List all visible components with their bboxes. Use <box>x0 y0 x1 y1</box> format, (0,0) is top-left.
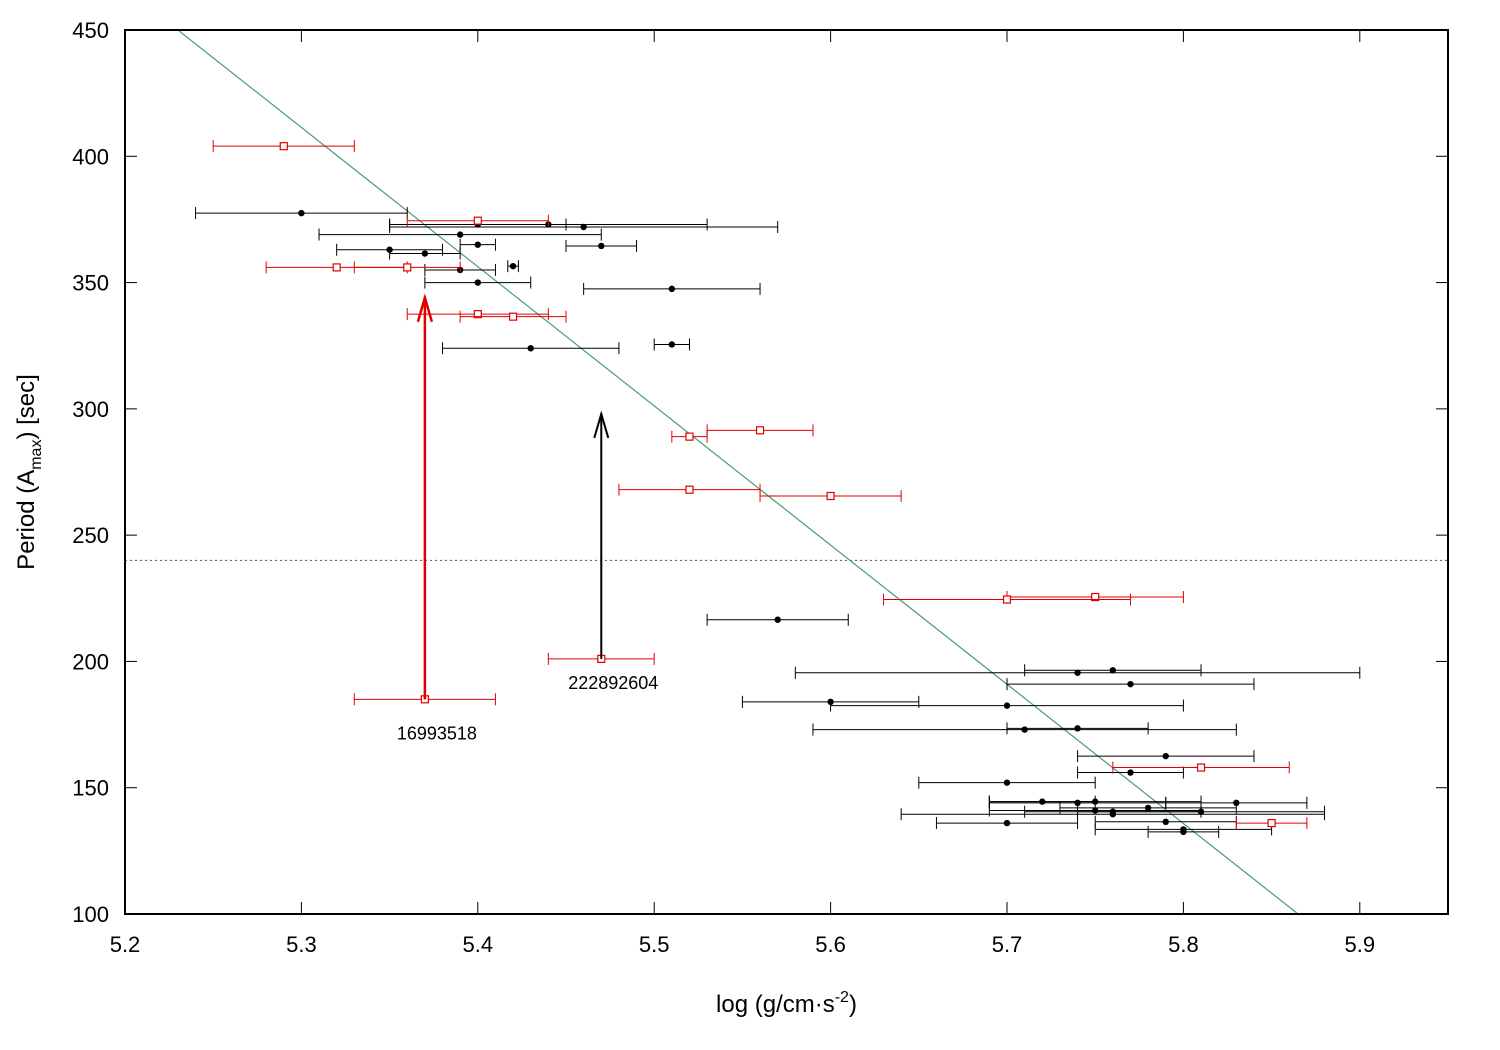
y-tick-label: 400 <box>72 144 109 169</box>
plot-frame <box>124 29 1449 915</box>
data-point <box>332 263 341 272</box>
data-point <box>1074 669 1081 676</box>
fit-line <box>177 30 1299 914</box>
y-axis-title-sub: max <box>28 440 45 470</box>
data-point <box>668 285 676 293</box>
x-tick-label: 5.6 <box>815 932 846 957</box>
arrow-head <box>593 410 610 439</box>
x-tick-label: 5.9 <box>1345 932 1376 957</box>
data-point <box>527 345 534 352</box>
x-tick-label: 5.2 <box>110 932 141 957</box>
data-point <box>1162 752 1169 760</box>
x-axis-title: log (g/cm·s-2) <box>716 989 857 1018</box>
data-point <box>508 312 518 321</box>
data-point <box>1074 725 1081 732</box>
data-point <box>1021 726 1028 733</box>
data-point <box>774 616 781 623</box>
data-point <box>279 142 288 151</box>
y-axis-title: Period (Amax) [sec] <box>13 374 45 570</box>
annotation-16993518: 16993518 <box>397 293 477 744</box>
annotation-222892604: 222892604 <box>568 410 658 693</box>
data-point <box>1127 769 1134 776</box>
data-point <box>1003 702 1011 709</box>
y-tick-label: 450 <box>72 18 109 43</box>
data-point <box>1162 818 1169 826</box>
data-point <box>403 263 412 272</box>
data-point <box>598 242 605 250</box>
x-tick-label: 5.3 <box>286 932 317 957</box>
arrow-head <box>416 293 434 323</box>
data-point <box>685 485 694 494</box>
y-tick-label: 250 <box>72 523 109 548</box>
data-point <box>474 279 481 286</box>
x-axis-title-close: ) <box>849 991 857 1018</box>
plot-layer: 16993518 222892604 <box>125 30 1448 914</box>
annotation-label: 222892604 <box>568 673 658 693</box>
data-point <box>580 223 587 231</box>
data-point <box>509 262 517 270</box>
data-point <box>1091 592 1100 602</box>
y-axis-title-main: Period (A <box>13 470 40 570</box>
data-point <box>668 341 676 348</box>
data-point <box>474 241 481 248</box>
data-point <box>1127 680 1134 688</box>
data-point <box>1002 595 1012 604</box>
y-tick-label: 200 <box>72 649 109 674</box>
y-tick-label: 350 <box>72 271 109 296</box>
y-tick-label: 300 <box>72 397 109 422</box>
data-point <box>1197 808 1205 815</box>
y-tick-label: 150 <box>72 776 109 801</box>
data-point <box>1109 667 1117 674</box>
x-axis-title-sup: -2 <box>835 989 849 1006</box>
series-black-dots <box>195 207 1361 838</box>
data-point <box>1074 799 1081 807</box>
x-tick-label: 5.8 <box>1168 932 1199 957</box>
data-point <box>1003 819 1011 827</box>
x-tick-label: 5.4 <box>463 932 494 957</box>
plot-content <box>125 30 1448 914</box>
data-point <box>1109 811 1117 818</box>
tick-layer: 5.2 5.3 5.4 5.5 5.6 5.7 5.8 5.9 100 150 200 250 300 3… <box>72 18 1448 957</box>
x-tick-label: 5.5 <box>639 932 670 957</box>
data-point <box>456 231 464 238</box>
data-point <box>755 426 765 435</box>
data-point <box>826 491 835 501</box>
data-point <box>1267 818 1276 828</box>
data-point <box>1144 804 1152 812</box>
data-point <box>1180 828 1187 836</box>
data-point <box>298 209 305 217</box>
data-point <box>473 310 482 319</box>
data-point <box>1196 763 1206 772</box>
data-point <box>1092 798 1099 805</box>
data-point <box>1092 807 1099 814</box>
y-tick-label: 100 <box>72 902 109 927</box>
data-point <box>685 432 694 441</box>
data-point <box>473 216 482 225</box>
data-point <box>1003 779 1011 786</box>
series-red-squares <box>212 140 1308 830</box>
annotation-label: 16993518 <box>397 724 477 744</box>
x-tick-label: 5.7 <box>992 932 1023 957</box>
y-axis-title-close: ) [sec] <box>13 374 40 439</box>
x-axis-title-main: log (g/cm·s <box>716 991 835 1018</box>
data-point <box>421 250 429 257</box>
